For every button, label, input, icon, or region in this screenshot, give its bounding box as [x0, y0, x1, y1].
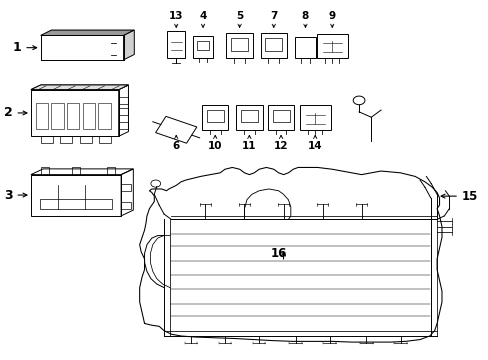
Text: 4: 4 [199, 11, 206, 21]
Text: 6: 6 [172, 141, 180, 151]
Text: 13: 13 [169, 11, 183, 21]
Text: 3: 3 [4, 189, 13, 202]
Text: 7: 7 [269, 11, 277, 21]
Text: 11: 11 [242, 141, 256, 151]
Polygon shape [123, 30, 134, 60]
Polygon shape [31, 85, 128, 90]
Text: 16: 16 [270, 247, 286, 260]
Text: 14: 14 [307, 141, 322, 151]
Text: 8: 8 [301, 11, 308, 21]
Polygon shape [41, 30, 134, 36]
Text: 15: 15 [461, 190, 477, 203]
Text: 9: 9 [328, 11, 335, 21]
Text: 2: 2 [4, 107, 13, 120]
Text: 5: 5 [236, 11, 243, 21]
Text: 10: 10 [207, 141, 222, 151]
Text: 12: 12 [273, 141, 288, 151]
Text: 1: 1 [13, 41, 21, 54]
